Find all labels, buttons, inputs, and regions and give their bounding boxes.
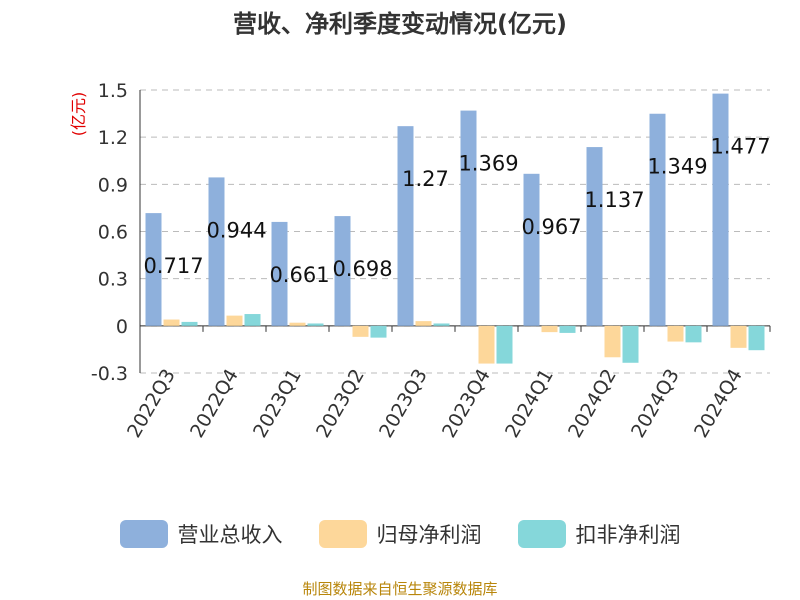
bar-deducted-profit — [685, 325, 702, 343]
legend-swatch — [318, 520, 367, 548]
x-tick-label: 2023Q2 — [312, 365, 369, 441]
bar-net-profit — [163, 319, 180, 326]
bar-revenue — [271, 221, 288, 326]
data-label: 1.349 — [647, 155, 707, 179]
bar-deducted-profit — [559, 325, 576, 333]
y-tick-label: 1.2 — [98, 127, 128, 149]
y-tick-label: 0.3 — [98, 269, 128, 291]
bar-revenue — [523, 173, 540, 326]
legend-item[interactable]: 营业总收入 — [119, 519, 283, 549]
bar-net-profit — [478, 325, 495, 364]
x-tick-label: 2024Q4 — [690, 365, 747, 441]
chart-title: 营收、净利季度变动情况(亿元) — [233, 10, 567, 38]
data-label: 0.967 — [521, 215, 581, 239]
data-label: 0.661 — [269, 263, 329, 287]
legend-label: 扣非净利润 — [575, 523, 681, 547]
source-note: 制图数据来自恒生聚源数据库 — [302, 580, 498, 598]
data-label: 1.369 — [458, 152, 518, 176]
bar-revenue — [460, 110, 477, 326]
x-tick-label: 2023Q3 — [375, 365, 432, 441]
y-tick-label: -0.3 — [91, 363, 128, 385]
bar-revenue — [145, 213, 162, 326]
data-label: 1.137 — [584, 188, 644, 212]
bar-net-profit — [730, 325, 747, 348]
bar-deducted-profit — [370, 325, 387, 338]
y-tick-label: 0 — [116, 316, 128, 338]
x-tick-label: 2022Q4 — [186, 365, 243, 441]
bar-net-profit — [604, 325, 621, 358]
x-tick-label: 2024Q2 — [564, 365, 621, 441]
x-tick-label: 2024Q3 — [627, 365, 684, 441]
x-tick-label: 2024Q1 — [501, 365, 558, 441]
data-label: 0.698 — [332, 257, 392, 281]
bar-net-profit — [289, 322, 306, 326]
bar-net-profit — [541, 325, 558, 333]
x-tick-label: 2023Q1 — [249, 365, 306, 441]
legend-swatch — [119, 520, 168, 548]
bar-revenue — [208, 177, 225, 326]
bar-deducted-profit — [748, 325, 765, 351]
bar-revenue — [397, 126, 414, 326]
data-label: 1.27 — [402, 167, 449, 191]
bar-deducted-profit — [244, 314, 261, 326]
legend-label: 营业总收入 — [177, 523, 283, 547]
y-tick-label: 0.9 — [98, 174, 128, 196]
legend-item[interactable]: 归母净利润 — [318, 519, 482, 549]
legend-label: 归母净利润 — [376, 523, 482, 547]
x-tick-label: 2022Q3 — [123, 365, 180, 441]
bar-deducted-profit — [622, 325, 639, 363]
bar-net-profit — [226, 315, 243, 326]
legend-item[interactable]: 扣非净利润 — [517, 519, 681, 549]
bar-deducted-profit — [181, 321, 198, 326]
y-tick-label: 1.5 — [98, 80, 128, 102]
x-tick-label: 2023Q4 — [438, 365, 495, 441]
bar-revenue — [712, 93, 729, 326]
bar-net-profit — [667, 325, 684, 342]
bar-net-profit — [415, 321, 432, 326]
data-label: 0.717 — [143, 254, 203, 278]
y-axis-label: (亿元) — [69, 92, 88, 137]
data-label: 0.944 — [206, 218, 266, 242]
bar-deducted-profit — [433, 323, 450, 326]
legend-swatch — [517, 520, 566, 548]
bar-revenue — [649, 113, 666, 326]
legend: 营业总收入 归母净利润 扣非净利润 — [0, 519, 800, 549]
y-tick-label: 0.6 — [98, 222, 128, 244]
bar-revenue — [586, 147, 603, 326]
bar-revenue — [334, 216, 351, 326]
bar-deducted-profit — [496, 325, 513, 364]
data-label: 1.477 — [710, 135, 770, 159]
bar-net-profit — [352, 325, 369, 337]
bar-deducted-profit — [307, 323, 324, 326]
